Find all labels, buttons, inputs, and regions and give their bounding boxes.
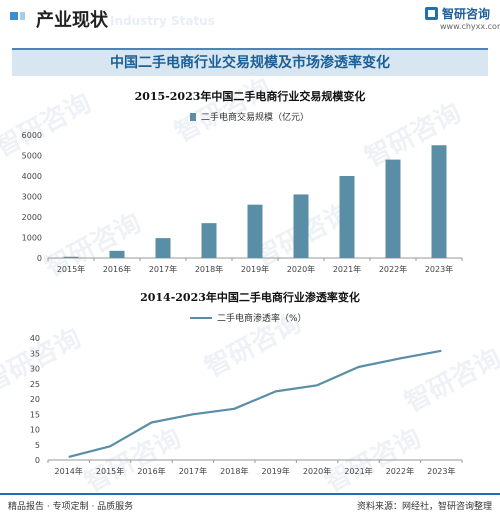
header-accent-square: [10, 12, 18, 20]
line-x-tick-label: 2020年: [303, 466, 331, 476]
bar: [63, 256, 79, 258]
footer-stripe: [0, 493, 500, 495]
line-x-tick-label: 2018年: [220, 466, 248, 476]
bar: [109, 250, 125, 258]
line-chart-title: 2014-2023年中国二手电商行业渗透率变化: [140, 291, 360, 304]
footer-source: 资料来源：网经社，智研咨询整理: [356, 502, 492, 512]
bar-y-tick-label: 5000: [22, 152, 42, 161]
bar-x-tick-label: 2018年: [195, 264, 223, 274]
line-x-tick-label: 2023年: [427, 466, 455, 476]
bar-x-tick-label: 2019年: [241, 264, 269, 274]
line-x-tick-label: 2016年: [137, 466, 165, 476]
line-x-tick-label: 2021年: [344, 466, 372, 476]
bar-y-tick-label: 2000: [22, 213, 42, 222]
bar-y-tick-label: 0: [37, 254, 42, 263]
logo-name: 智研咨询: [442, 7, 491, 21]
legend-label-line: 二手电商渗透率（%）: [217, 314, 307, 324]
line-x-tick-label: 2015年: [96, 466, 124, 476]
bar-x-tick-label: 2021年: [333, 264, 361, 274]
bar: [385, 159, 401, 258]
line-x-tick-label: 2014年: [55, 466, 83, 476]
line-x-tick-label: 2022年: [386, 466, 414, 476]
bar-y-tick-label: 3000: [22, 193, 42, 202]
bar-x-tick-label: 2015年: [57, 264, 85, 274]
bar: [155, 238, 171, 258]
logo-icon: [425, 7, 438, 20]
line-y-tick-label: 30: [30, 365, 40, 374]
bar-y-tick-label: 6000: [22, 131, 42, 140]
line-y-tick-label: 10: [30, 426, 40, 435]
line-y-tick-label: 40: [30, 334, 40, 343]
section-subtitle: Industry Status: [110, 14, 215, 28]
bar-chart-legend: 二手电商交易规模（亿元）: [190, 110, 309, 123]
header-bar: 产业现状 Industry Status 智研咨询 www.chyxx.com: [0, 0, 500, 38]
bar-x-tick-label: 2022年: [379, 264, 407, 274]
footer: 精品报告 · 专项定制 · 品质服务 资料来源：网经社，智研咨询整理: [0, 493, 500, 514]
bar-x-tick-label: 2020年: [287, 264, 315, 274]
line-x-tick-label: 2017年: [179, 466, 207, 476]
line-chart-legend: 二手电商渗透率（%）: [190, 311, 307, 324]
main-title: 中国二手电商行业交易规模及市场渗透率变化: [110, 55, 390, 71]
legend-swatch-bar: [190, 112, 196, 121]
bar: [431, 145, 447, 258]
line-y-tick-label: 0: [35, 456, 40, 465]
main-title-banner: 中国二手电商行业交易规模及市场渗透率变化: [12, 48, 488, 76]
legend-label-bar: 二手电商交易规模（亿元）: [201, 113, 310, 123]
line-y-tick-label: 25: [30, 380, 40, 389]
bar: [201, 223, 217, 258]
bar: [247, 204, 263, 258]
line-y-tick-label: 15: [30, 410, 40, 419]
bar: [339, 176, 355, 258]
bar-y-tick-label: 1000: [22, 234, 42, 243]
legend-swatch-line: [190, 316, 212, 319]
line-y-tick-label: 20: [30, 395, 40, 404]
bar-chart-title: 2015-2023年中国二手电商行业交易规模变化: [134, 90, 366, 103]
bar: [293, 194, 309, 258]
line-y-tick-label: 5: [35, 441, 40, 450]
bar-y-tick-label: 4000: [22, 172, 42, 181]
bar-x-tick-label: 2023年: [425, 264, 453, 274]
logo-url: www.chyxx.com: [440, 22, 500, 31]
line-x-tick-label: 2019年: [262, 466, 290, 476]
series-line: [68, 349, 442, 458]
bar-x-tick-label: 2016年: [103, 264, 131, 274]
footer-slogan: 精品报告 · 专项定制 · 品质服务: [8, 502, 134, 512]
section-title: 产业现状: [36, 10, 108, 31]
brand-logo: 智研咨询 www.chyxx.com: [425, 5, 500, 35]
bar-x-tick-label: 2017年: [149, 264, 177, 274]
header-accent-square-light: [20, 12, 25, 20]
line-y-tick-label: 35: [30, 349, 40, 358]
